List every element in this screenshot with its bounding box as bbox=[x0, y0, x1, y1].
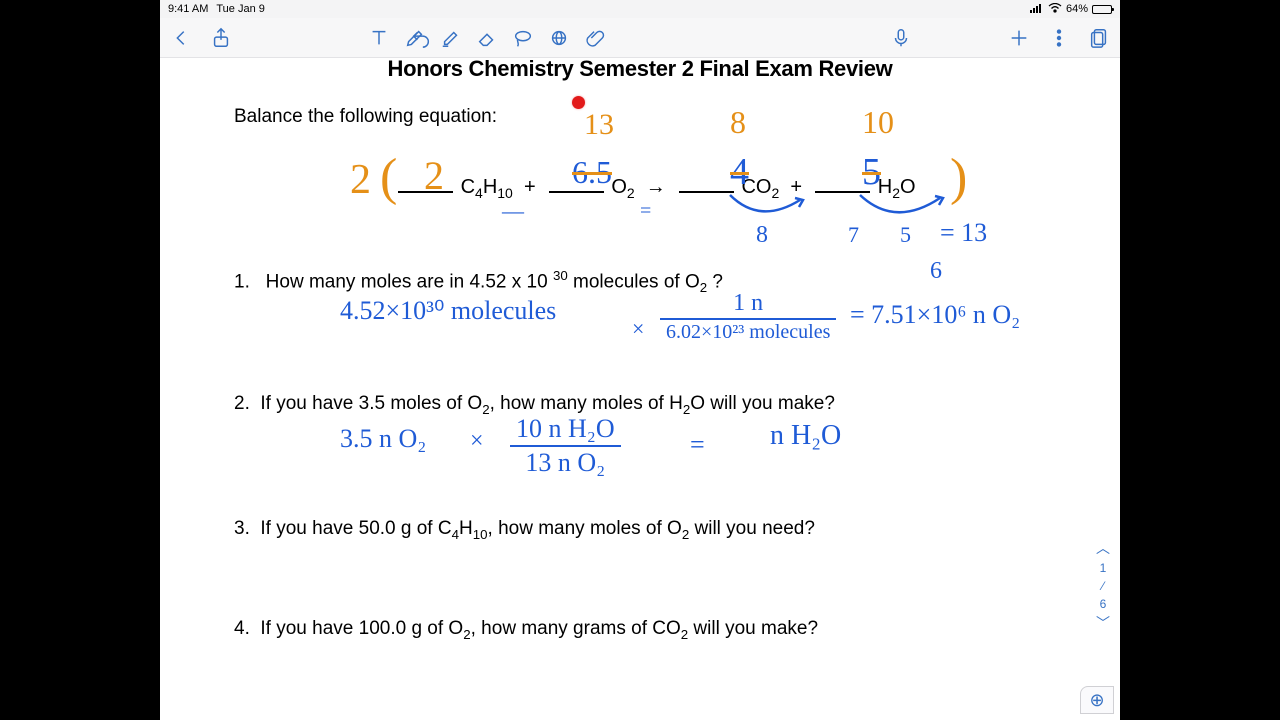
ann-coef2: 6.5 bbox=[572, 154, 612, 191]
status-time: 9:41 AM bbox=[168, 3, 208, 15]
share-icon[interactable] bbox=[210, 27, 232, 49]
document-canvas[interactable]: Honors Chemistry Semester 2 Final Exam R… bbox=[160, 58, 1120, 720]
zoom-icon: ⊕ bbox=[1089, 690, 1104, 711]
question-3: 3. If you have 50.0 g of C4H10, how many… bbox=[234, 518, 815, 542]
ann-q1-six: 6 bbox=[930, 258, 942, 285]
ann-q1-rhs: = 7.51×10⁶ n O₂ bbox=[850, 300, 1020, 330]
eraser-tool-icon[interactable] bbox=[476, 27, 498, 49]
shape-tool-icon[interactable] bbox=[548, 27, 570, 49]
status-date: Tue Jan 9 bbox=[216, 3, 265, 15]
ann-q2-rhs: n H₂O bbox=[770, 420, 841, 452]
highlighter-tool-icon[interactable] bbox=[440, 27, 462, 49]
ann-coef-total-1: 13 bbox=[584, 108, 614, 142]
text-tool-icon[interactable] bbox=[368, 27, 390, 49]
pen-tool-icon[interactable] bbox=[404, 27, 426, 49]
ann-paren-open: ( bbox=[380, 148, 397, 207]
microphone-icon[interactable] bbox=[890, 27, 912, 49]
add-icon[interactable] bbox=[1008, 27, 1030, 49]
page-navigator[interactable]: ︿ 1 ⁄ 6 ﹀ bbox=[1092, 538, 1114, 634]
page-current: 1 bbox=[1092, 559, 1114, 577]
question-4: 4. If you have 100.0 g of O2, how many g… bbox=[234, 618, 818, 642]
signal-icon bbox=[1030, 3, 1044, 16]
battery-icon bbox=[1092, 5, 1112, 14]
ann-q1-times: × bbox=[632, 316, 644, 342]
ann-coef-total-3: 10 bbox=[862, 104, 894, 141]
page-total: 6 bbox=[1092, 595, 1114, 613]
ann-coef-total-2: 8 bbox=[730, 104, 746, 141]
battery-pct: 64% bbox=[1066, 3, 1088, 15]
app-toolbar bbox=[160, 18, 1120, 58]
ann-q2-frac: 10 n H₂O 13 n O₂ bbox=[510, 414, 621, 478]
zoom-button[interactable]: ⊕ bbox=[1080, 686, 1114, 714]
ann-under8: 8 bbox=[756, 222, 768, 249]
ann-under5: 5 bbox=[900, 222, 911, 248]
pages-icon[interactable] bbox=[1088, 27, 1110, 49]
attachment-tool-icon[interactable] bbox=[584, 27, 606, 49]
ipad-screen: 9:41 AM Tue Jan 9 64% bbox=[160, 0, 1120, 720]
page-up-icon[interactable]: ︿ bbox=[1092, 538, 1114, 559]
page-sep: ⁄ bbox=[1092, 577, 1114, 595]
ann-multiply-2: 2 bbox=[350, 156, 371, 204]
ann-q2-eq: = bbox=[690, 430, 705, 460]
status-bar: 9:41 AM Tue Jan 9 64% bbox=[160, 0, 1120, 18]
question-1: 1. How many moles are in 4.52 x 10 30 mo… bbox=[234, 268, 723, 295]
page-down-icon[interactable]: ﹀ bbox=[1092, 613, 1114, 634]
back-icon[interactable] bbox=[170, 27, 192, 49]
lasso-tool-icon[interactable] bbox=[512, 27, 534, 49]
ann-eq-small: = bbox=[640, 200, 651, 223]
ann-q1-lhs: 4.52×10³⁰ molecules bbox=[340, 296, 556, 326]
ann-dash1: — bbox=[502, 198, 524, 224]
doc-title: Honors Chemistry Semester 2 Final Exam R… bbox=[160, 58, 1120, 82]
ann-eq13: = 13 bbox=[940, 218, 987, 248]
ann-under7: 7 bbox=[848, 222, 859, 248]
instruction-text: Balance the following equation: bbox=[234, 106, 497, 128]
equation-line: C4H10 + O2 → CO2 + H2O bbox=[396, 176, 916, 201]
ann-q2-lhs: 3.5 n O₂ bbox=[340, 424, 426, 454]
ann-coef1: 2 bbox=[424, 152, 444, 199]
ann-q1-frac: 1 n 6.02×10²³ molecules bbox=[660, 290, 836, 344]
ann-q2-times: × bbox=[470, 428, 484, 455]
wifi-icon bbox=[1048, 3, 1062, 16]
more-icon[interactable] bbox=[1048, 27, 1070, 49]
ann-arrow1 bbox=[720, 180, 820, 230]
